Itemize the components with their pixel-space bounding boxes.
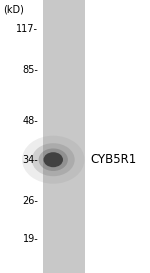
- Text: 19-: 19-: [22, 234, 38, 244]
- Text: (kD): (kD): [3, 4, 24, 14]
- Ellipse shape: [44, 152, 63, 167]
- Text: 34-: 34-: [22, 155, 38, 165]
- Ellipse shape: [22, 136, 84, 184]
- Text: 48-: 48-: [22, 117, 38, 126]
- FancyBboxPatch shape: [43, 0, 85, 273]
- Text: 85-: 85-: [22, 65, 38, 75]
- Ellipse shape: [39, 149, 68, 171]
- Text: 26-: 26-: [22, 196, 38, 206]
- Text: 117-: 117-: [16, 24, 38, 34]
- Ellipse shape: [32, 143, 75, 176]
- Text: CYB5R1: CYB5R1: [90, 153, 136, 166]
